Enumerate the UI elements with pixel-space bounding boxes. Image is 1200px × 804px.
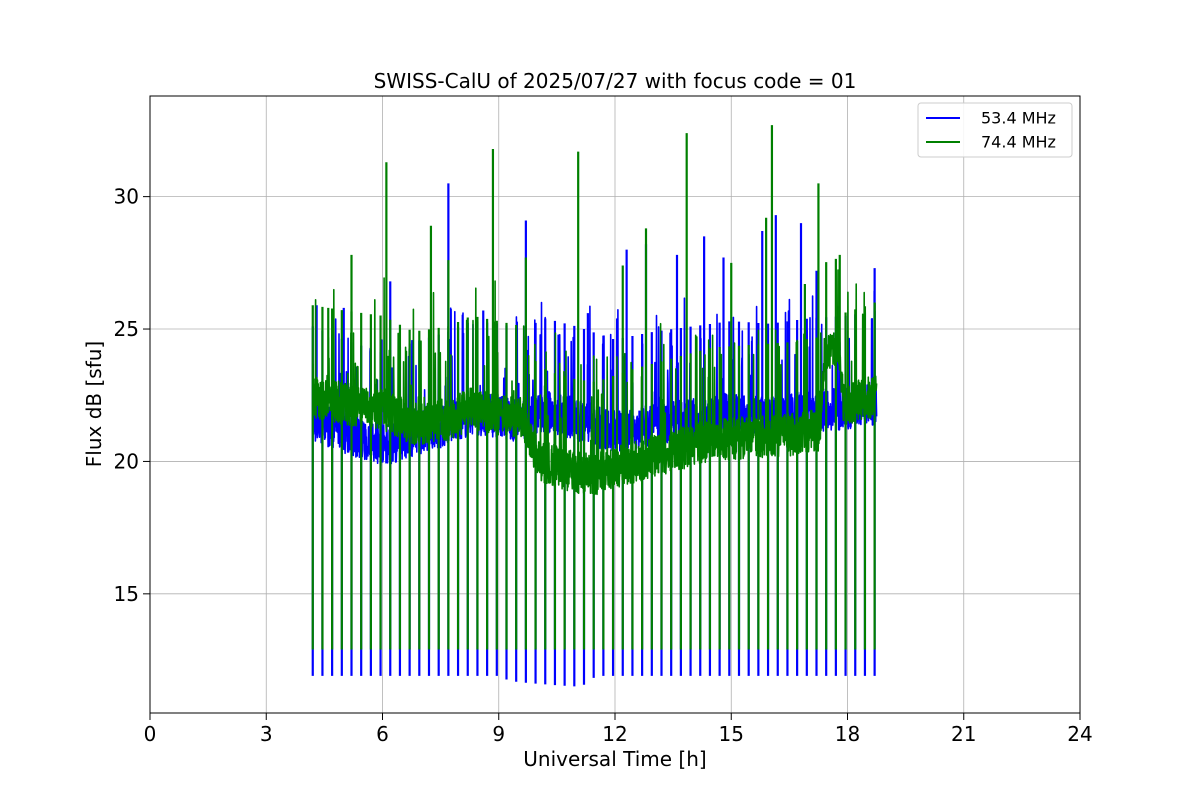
- x-tick-label: 3: [260, 722, 273, 746]
- y-axis-label: Flux dB [sfu]: [82, 341, 106, 467]
- legend-label: 74.4 MHz: [981, 133, 1056, 152]
- legend: 53.4 MHz 74.4 MHz: [917, 102, 1073, 158]
- y-tick-label: 25: [114, 317, 139, 341]
- plot-series: [311, 125, 878, 687]
- y-tick-label: 30: [114, 185, 139, 209]
- x-tick-label: 15: [719, 722, 744, 746]
- legend-label: 53.4 MHz: [981, 109, 1056, 128]
- chart-title: SWISS-CalU of 2025/07/27 with focus code…: [374, 69, 857, 93]
- legend-box: [917, 102, 1073, 158]
- x-tick-label: 18: [835, 722, 860, 746]
- series-74-4-mhz: [311, 125, 878, 650]
- x-tick-label: 0: [144, 722, 157, 746]
- x-axis-label: Universal Time [h]: [523, 747, 706, 771]
- x-tick-label: 6: [376, 722, 389, 746]
- x-tick-label: 21: [951, 722, 976, 746]
- x-tick-label: 12: [602, 722, 627, 746]
- y-tick-label: 20: [114, 449, 139, 473]
- x-tick-label: 9: [492, 722, 505, 746]
- x-tick-label: 24: [1067, 722, 1092, 746]
- y-tick-label: 15: [114, 582, 139, 606]
- axis-ticks: 0 3 6 9 12 15 18 21 24 15 20 25 30: [114, 185, 1093, 746]
